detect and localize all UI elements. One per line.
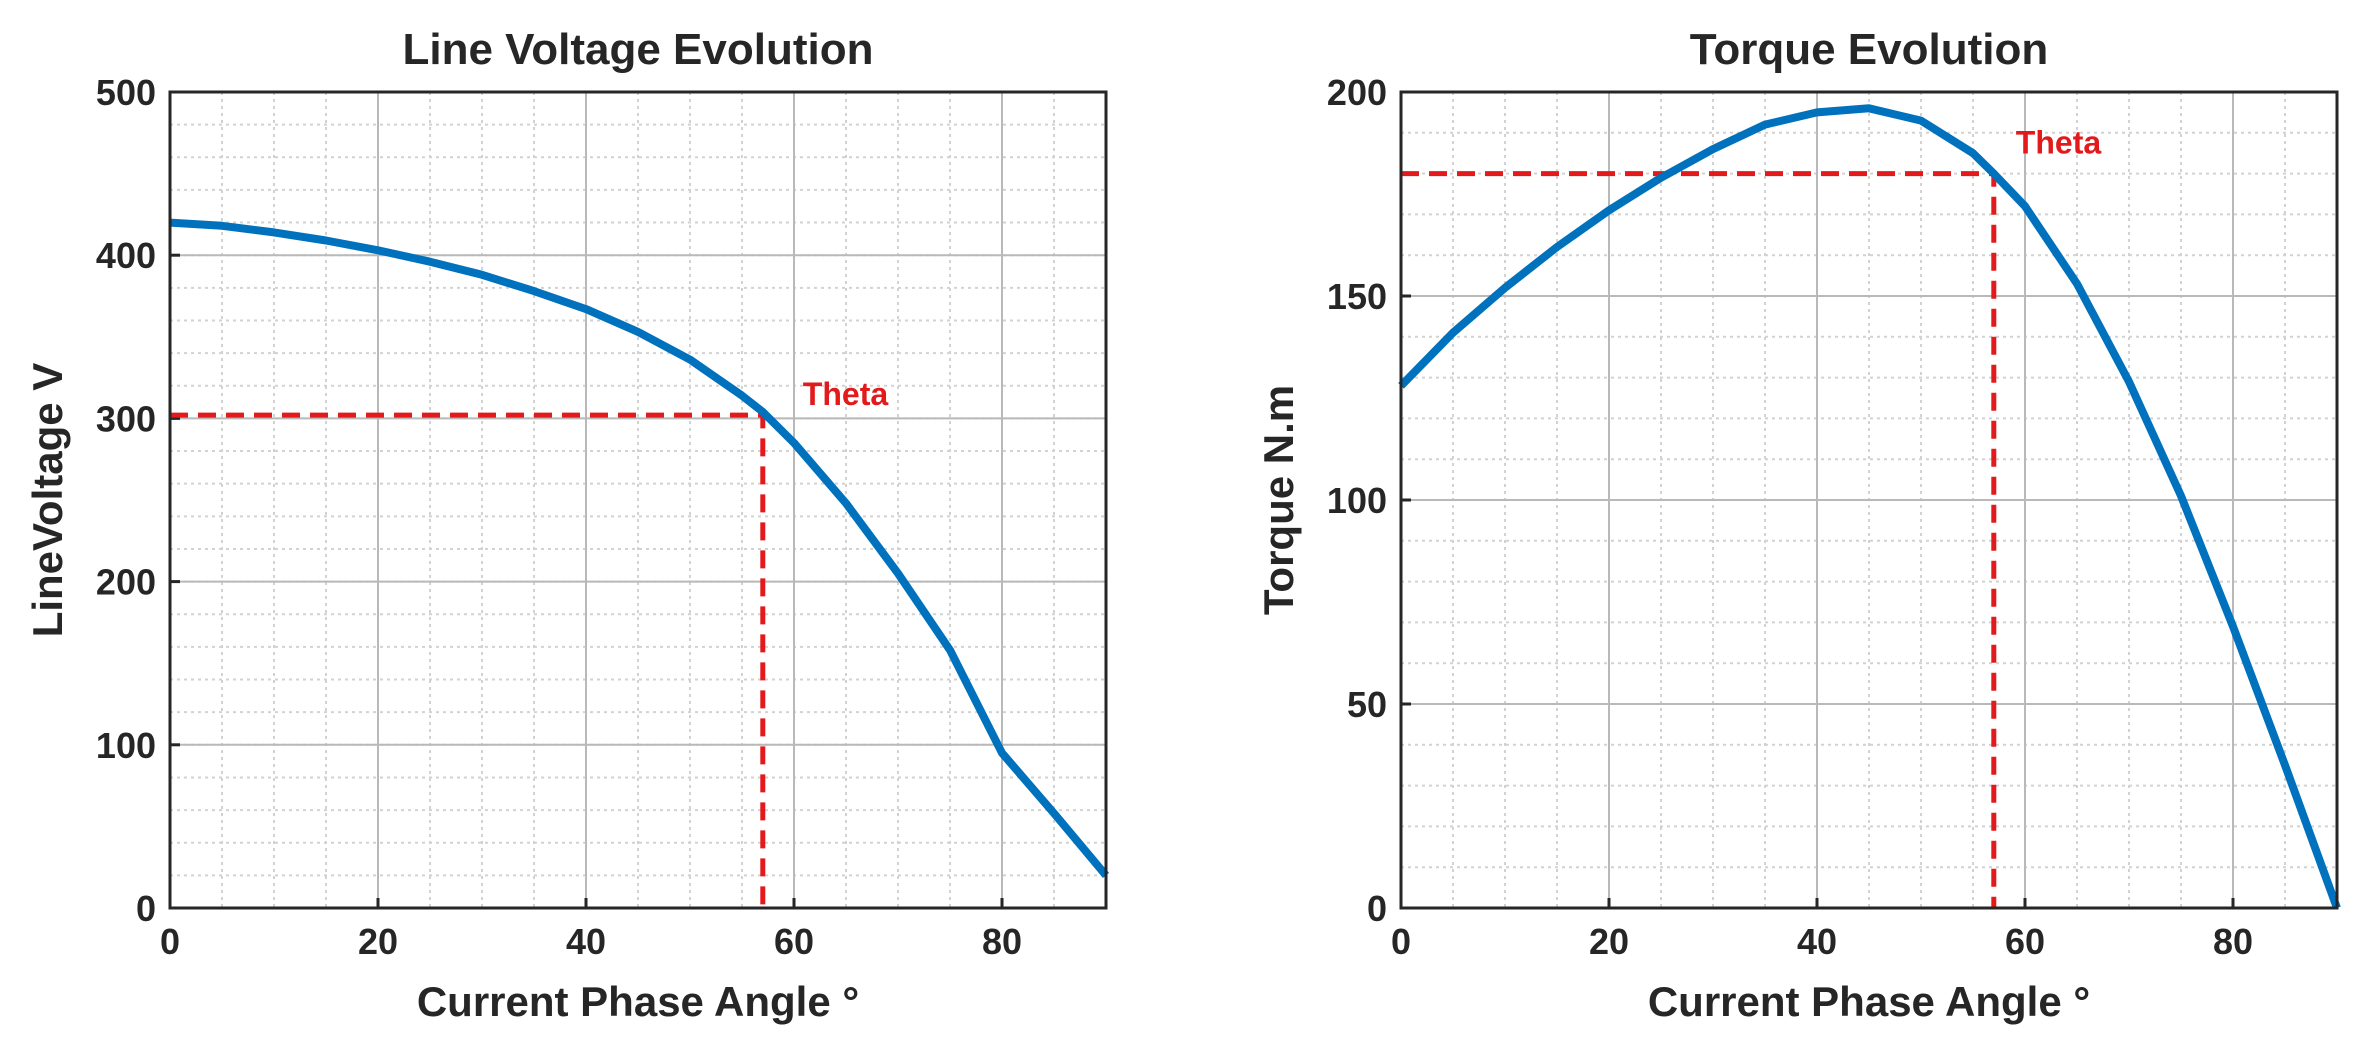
x-tick-label: 80	[2213, 921, 2253, 962]
y-tick-label: 0	[136, 888, 156, 929]
theta-annotation: Theta	[803, 376, 889, 412]
y-axis-label: Torque N.m	[1255, 385, 1302, 615]
y-tick-label: 400	[96, 235, 156, 276]
y-tick-label: 150	[1327, 276, 1387, 317]
x-axis-label: Current Phase Angle °	[417, 978, 859, 1025]
y-tick-label: 500	[96, 72, 156, 113]
x-axis-label: Current Phase Angle °	[1648, 978, 2090, 1025]
y-tick-label: 100	[1327, 480, 1387, 521]
y-axis-label: LineVoltage V	[24, 363, 71, 638]
x-tick-label: 80	[982, 921, 1022, 962]
y-tick-label: 200	[96, 562, 156, 603]
chart-title: Line Voltage Evolution	[403, 25, 874, 74]
y-tick-label: 300	[96, 398, 156, 439]
x-tick-label: 40	[1797, 921, 1837, 962]
x-tick-label: 40	[566, 921, 606, 962]
y-tick-label: 200	[1327, 72, 1387, 113]
series-line-torque	[1398, 104, 2341, 910]
theta-annotation: Theta	[2016, 125, 2102, 161]
x-tick-label: 60	[774, 921, 814, 962]
y-tick-label: 0	[1367, 888, 1387, 929]
axes-frame	[168, 90, 1108, 910]
y-tick-label: 100	[96, 725, 156, 766]
y-tick-label: 50	[1347, 684, 1387, 725]
x-tick-label: 0	[1391, 921, 1411, 962]
x-tick-label: 20	[358, 921, 398, 962]
series-line-line-voltage	[169, 218, 1110, 878]
chart-title: Torque Evolution	[1690, 25, 2049, 74]
axes-frame	[1399, 90, 2339, 910]
torque-chart: 0 20 40 60 80 0 50 100 150 200 Theta Torque Evoluti…	[1255, 25, 2341, 1025]
x-tick-label: 0	[160, 921, 180, 962]
x-tick-label: 20	[1589, 921, 1629, 962]
line-voltage-chart: 0 20 40 60 80 0 100 200 300 400 500 Theta Line Volta…	[24, 25, 1110, 1025]
x-tick-label: 60	[2005, 921, 2045, 962]
